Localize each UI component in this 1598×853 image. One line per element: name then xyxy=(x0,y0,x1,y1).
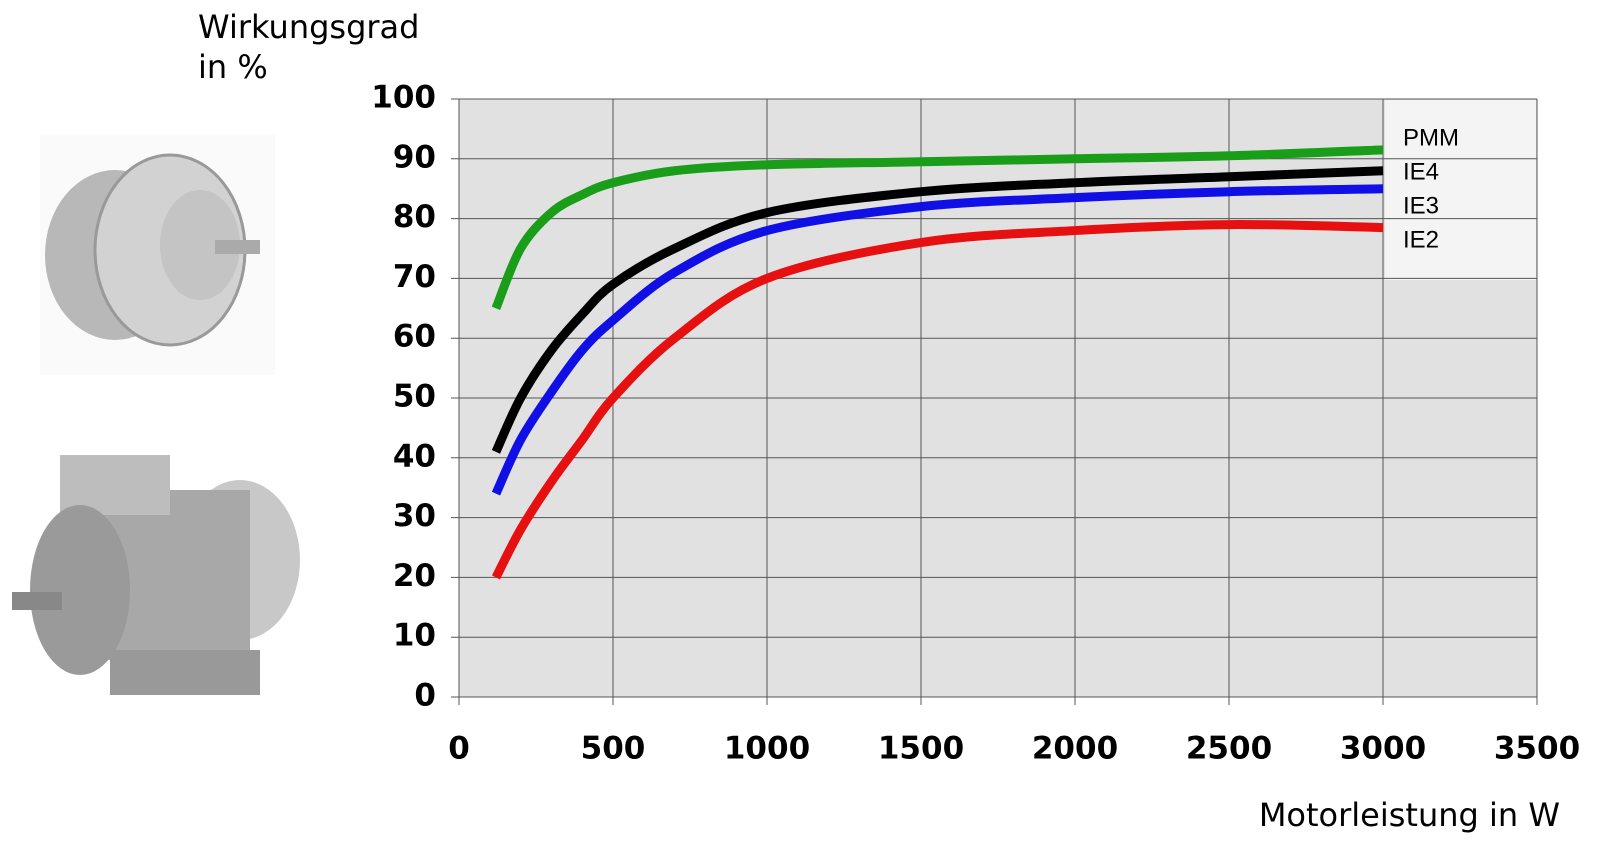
y-tick-label: 60 xyxy=(393,319,436,355)
x-tick-label: 3500 xyxy=(1494,731,1580,767)
x-tick-label: 3000 xyxy=(1340,731,1426,767)
x-tick-label: 2500 xyxy=(1186,731,1272,767)
x-tick-label: 0 xyxy=(448,731,470,767)
legend-label: PMM xyxy=(1403,124,1459,151)
legend-label: IE2 xyxy=(1403,226,1439,253)
series-line xyxy=(491,220,1384,580)
y-tick-label: 70 xyxy=(393,259,436,295)
y-tick-label: 80 xyxy=(393,199,436,235)
y-axis-label: Wirkungsgrad xyxy=(198,8,419,46)
legend-label: IE4 xyxy=(1403,158,1439,185)
ie-motor-image xyxy=(12,455,300,695)
y-tick-label: 20 xyxy=(393,558,436,594)
x-tick-label: 1000 xyxy=(724,731,810,767)
y-tick-label: 0 xyxy=(414,678,436,714)
series-line xyxy=(491,145,1384,311)
x-tick-label: 1500 xyxy=(878,731,964,767)
y-tick-label: 30 xyxy=(393,498,436,534)
series-line xyxy=(491,184,1384,496)
legend-label: IE3 xyxy=(1403,192,1439,219)
y-tick-label: 100 xyxy=(371,80,436,116)
x-tick-label: 2000 xyxy=(1032,731,1118,767)
y-tick-label: 40 xyxy=(393,438,436,474)
y-axis-label: in % xyxy=(198,48,268,86)
y-tick-label: 10 xyxy=(393,618,436,654)
y-tick-label: 50 xyxy=(393,379,436,415)
pmm-motor-image xyxy=(40,135,275,375)
y-tick-label: 90 xyxy=(393,139,436,175)
x-tick-label: 500 xyxy=(581,731,646,767)
label-area xyxy=(1385,100,1536,280)
x-axis-label: Motorleistung in W xyxy=(1259,796,1560,834)
series-line xyxy=(491,166,1384,454)
